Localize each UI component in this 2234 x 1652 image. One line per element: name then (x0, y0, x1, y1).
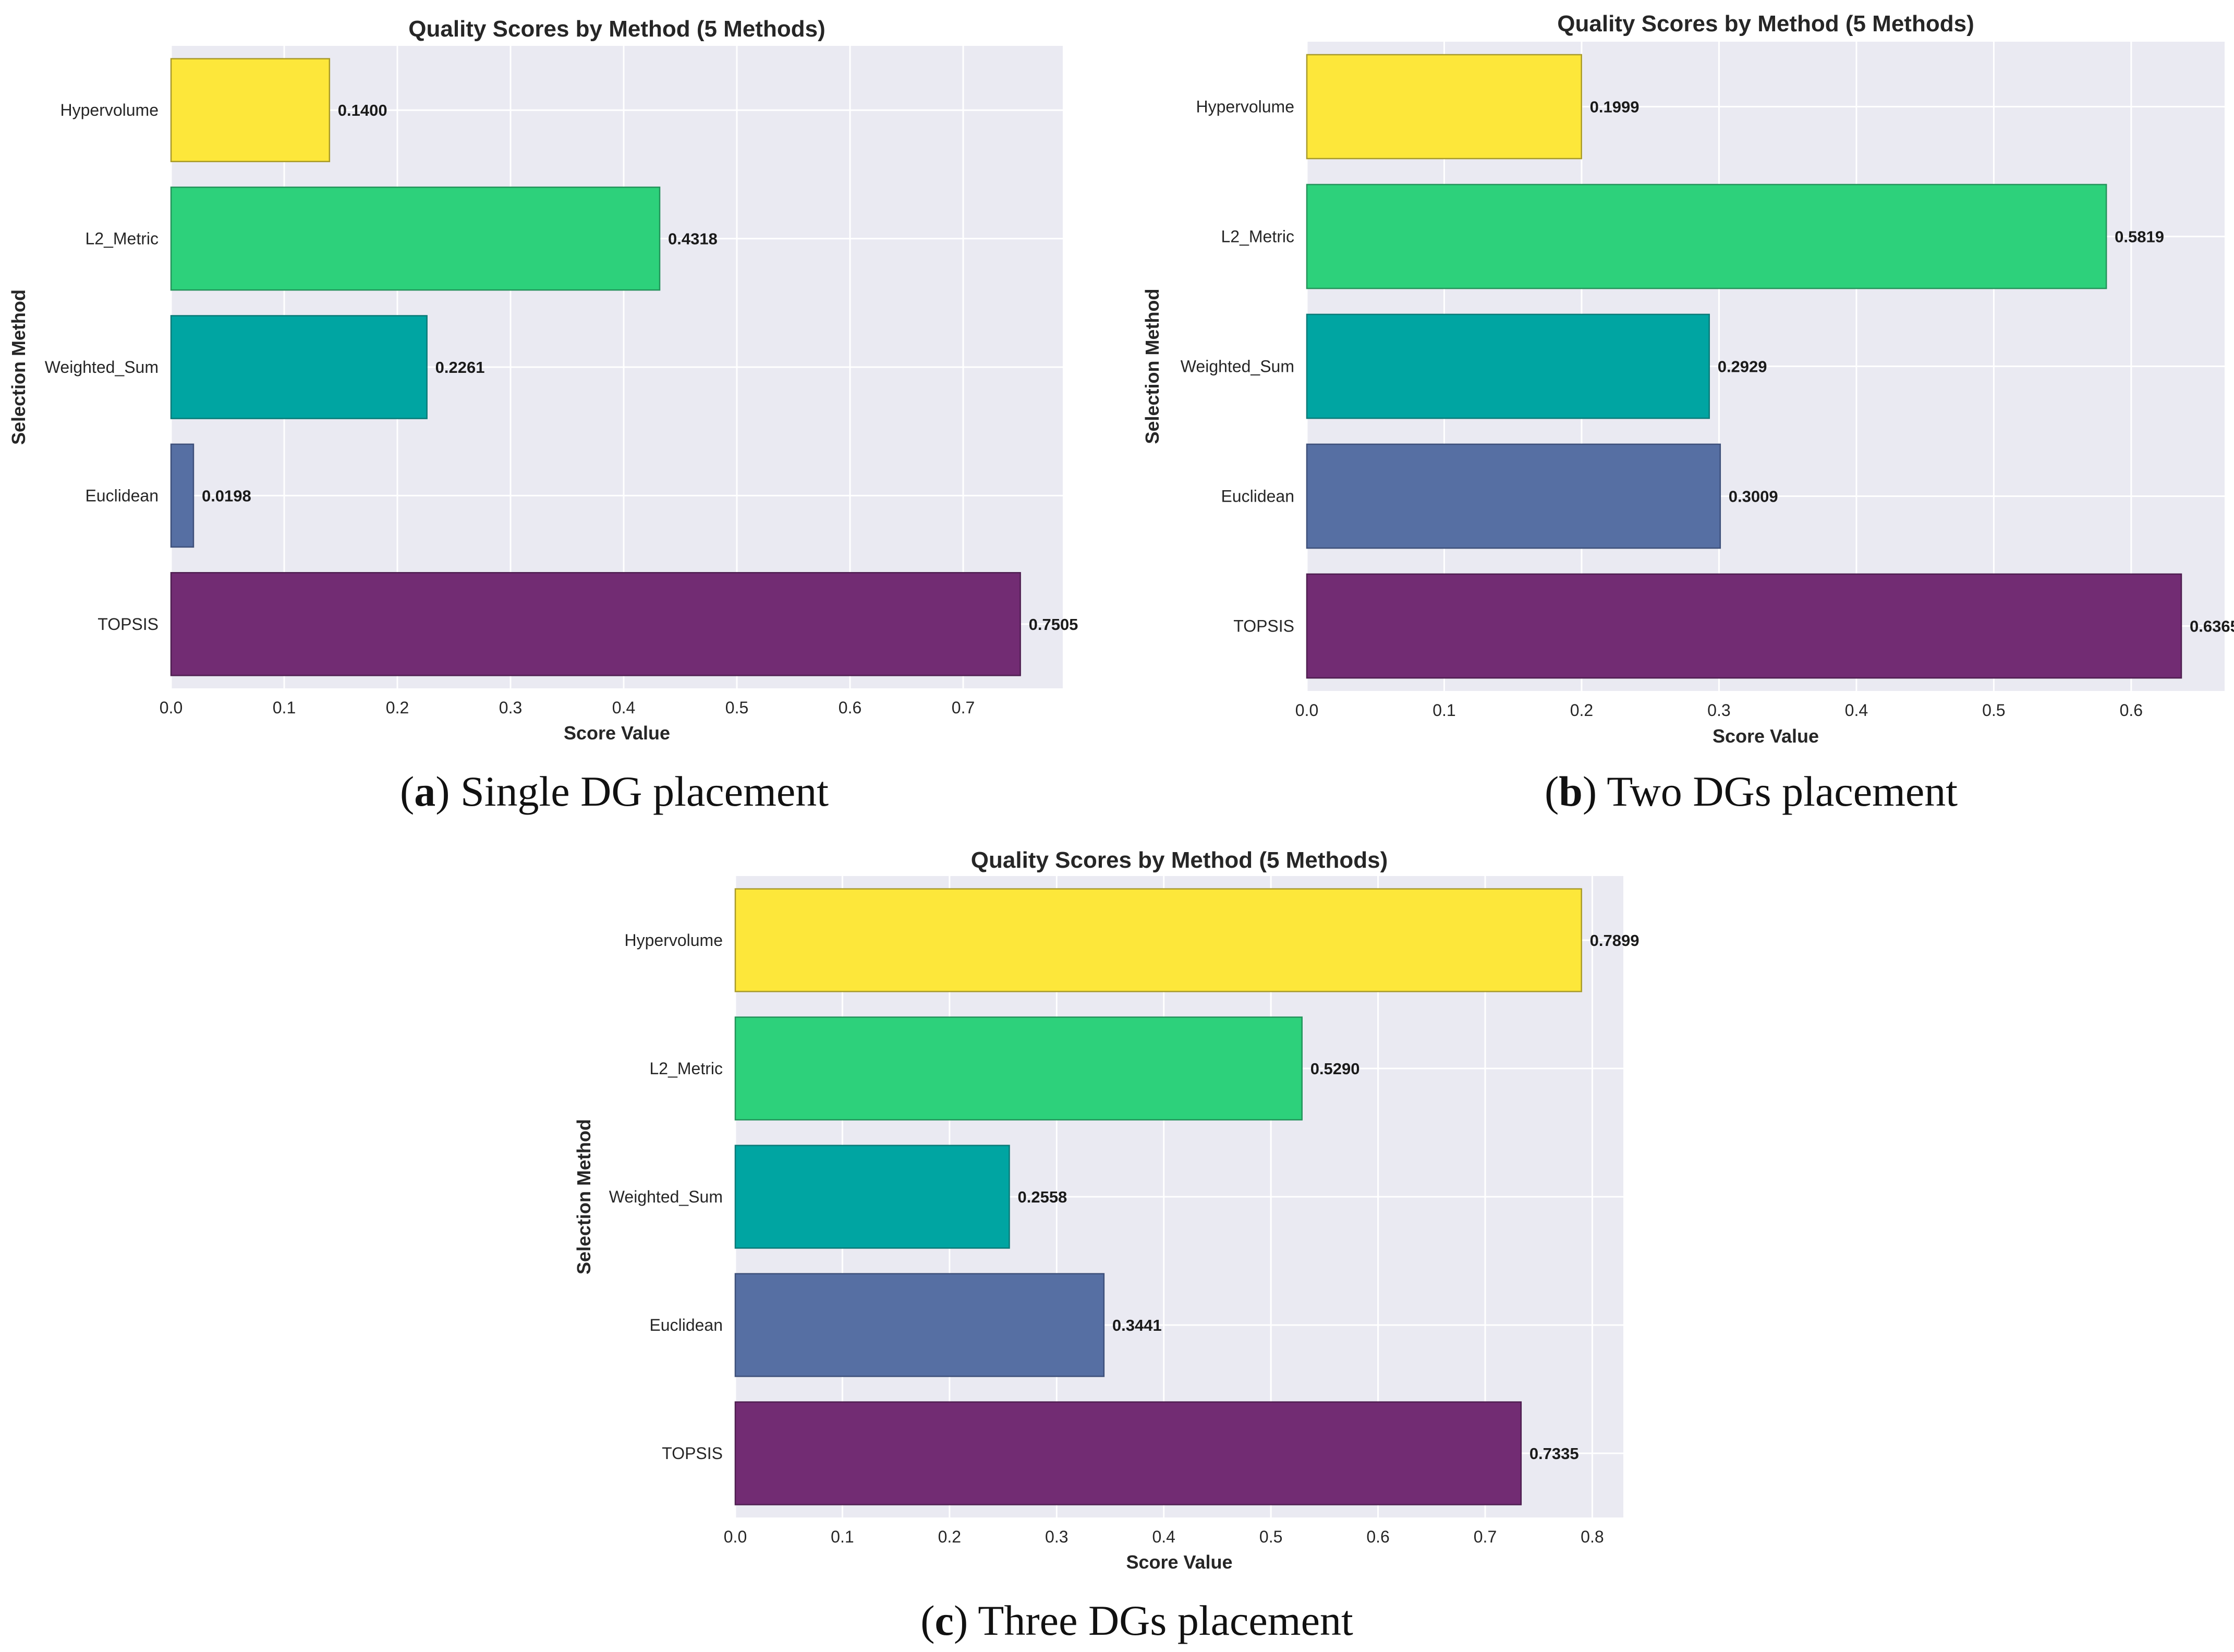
y-tick-label: Hypervolume (60, 101, 159, 119)
x-tick-label: 0.1 (1432, 701, 1455, 720)
bar-value-label: 0.4318 (668, 230, 718, 248)
bar-euclidean (1306, 443, 1721, 549)
y-axis-label: Selection Method (573, 1119, 594, 1274)
bar-value-label: 0.2558 (1017, 1188, 1067, 1206)
caption-letter: c (935, 1597, 954, 1644)
chart-panel-b: 0.0 0.1 0.2 0.3 0.4 0.5 0.6 Hypervolume 0.1999 L2… (1142, 11, 2234, 815)
y-tick-label: Euclidean (649, 1316, 723, 1334)
x-tick-label: 0.5 (725, 698, 748, 717)
x-tick-label: 0.2 (386, 698, 409, 717)
x-tick-label: 0.5 (1982, 701, 2005, 720)
bar-topsis (170, 572, 1021, 676)
bar-l2-metric (1306, 184, 2107, 289)
x-tick-label: 0.0 (160, 698, 183, 717)
caption-letter: a (414, 768, 435, 815)
caption-text: Two DGs placement (1607, 768, 1958, 815)
y-tick-label: L2_Metric (650, 1059, 723, 1078)
x-tick-label: 0.1 (831, 1527, 854, 1546)
caption-letter: b (1559, 768, 1583, 815)
x-axis-label: Score Value (1713, 725, 1819, 747)
bar-value-label: 0.5290 (1310, 1060, 1360, 1078)
bar-value-label: 0.2261 (435, 358, 485, 376)
x-tick-label: 0.6 (1366, 1527, 1389, 1546)
bar-value-label: 0.7899 (1590, 931, 1640, 950)
subfigure-caption: (b) Two DGs placement (1545, 768, 1958, 815)
chart-title: Quality Scores by Method (5 Methods) (408, 16, 825, 42)
bar-value-label: 0.3009 (1729, 488, 1778, 506)
bar-value-label: 0.7335 (1529, 1444, 1579, 1463)
bar-value-label: 0.6365 (2190, 617, 2234, 636)
subfigure-caption: (c) Three DGs placement (920, 1597, 1353, 1644)
bar-hypervolume (170, 58, 331, 163)
bar-euclidean (734, 1273, 1105, 1377)
y-tick-label: TOPSIS (98, 615, 159, 634)
x-tick-label: 0.7 (1474, 1527, 1497, 1546)
bar-value-label: 0.1400 (338, 101, 387, 119)
y-tick-label: L2_Metric (1221, 227, 1295, 246)
y-tick-label: Euclidean (1221, 487, 1294, 506)
chart-title: Quality Scores by Method (5 Methods) (971, 847, 1388, 873)
chart-panel-c: 0.0 0.1 0.2 0.3 0.4 0.5 0.6 0.7 0.8 Hypervolume 0.… (573, 847, 1640, 1644)
y-tick-label: Hypervolume (624, 931, 723, 950)
bar-value-label: 0.5819 (2115, 228, 2164, 246)
bar-value-label: 0.7505 (1029, 615, 1078, 634)
bar-topsis (1306, 573, 2182, 679)
y-tick-label: Hypervolume (1196, 98, 1294, 116)
y-axis-label: Selection Method (8, 289, 29, 445)
y-tick-label: Weighted_Sum (609, 1187, 723, 1206)
bar-value-label: 0.0198 (202, 487, 251, 505)
x-tick-label: 0.3 (1707, 701, 1730, 720)
x-tick-label: 0.2 (938, 1527, 961, 1546)
bar-value-label: 0.1999 (1590, 98, 1640, 116)
x-tick-label: 0.3 (499, 698, 522, 717)
bar-weighted-sum (1306, 313, 1710, 419)
bar-topsis (734, 1401, 1522, 1505)
chart-panel-a: 0.0 0.1 0.2 0.3 0.4 0.5 0.6 0.7 Hypervolume 0.140… (8, 16, 1078, 815)
x-tick-label: 0.4 (1845, 701, 1868, 720)
bar-l2-metric (170, 186, 661, 291)
y-tick-label: Euclidean (85, 486, 159, 505)
bar-euclidean (170, 443, 195, 548)
subfigure-caption: (a) Single DG placement (400, 768, 829, 815)
x-tick-label: 0.1 (273, 698, 296, 717)
chart-title: Quality Scores by Method (5 Methods) (1557, 11, 1974, 37)
bar-hypervolume (734, 888, 1582, 992)
caption-text: Single DG placement (460, 768, 829, 815)
x-axis-label: Score Value (1126, 1551, 1232, 1573)
x-tick-label: 0.8 (1581, 1527, 1604, 1546)
x-tick-label: 0.5 (1259, 1527, 1282, 1546)
caption-text: Three DGs placement (978, 1597, 1353, 1644)
x-tick-label: 0.2 (1570, 701, 1593, 720)
y-tick-label: TOPSIS (662, 1444, 723, 1463)
y-tick-label: Weighted_Sum (1181, 357, 1294, 376)
x-tick-label: 0.3 (1045, 1527, 1068, 1546)
x-tick-label: 0.7 (952, 698, 975, 717)
y-tick-label: TOPSIS (1233, 617, 1294, 636)
bar-value-label: 0.2929 (1718, 358, 1767, 376)
x-tick-label: 0.6 (2120, 701, 2143, 720)
y-tick-label: Weighted_Sum (45, 358, 159, 376)
x-tick-label: 0.4 (1152, 1527, 1175, 1546)
bar-l2-metric (734, 1016, 1303, 1121)
x-tick-label: 0.0 (1295, 701, 1318, 720)
x-tick-label: 0.0 (724, 1527, 747, 1546)
bar-hypervolume (1306, 54, 1582, 160)
y-tick-label: L2_Metric (86, 229, 159, 248)
bar-weighted-sum (734, 1145, 1010, 1249)
bar-weighted-sum (170, 315, 428, 419)
x-tick-label: 0.4 (612, 698, 635, 717)
bar-value-label: 0.3441 (1112, 1316, 1162, 1334)
y-axis-label: Selection Method (1142, 288, 1163, 444)
x-tick-label: 0.6 (839, 698, 861, 717)
x-axis-label: Score Value (564, 722, 670, 744)
